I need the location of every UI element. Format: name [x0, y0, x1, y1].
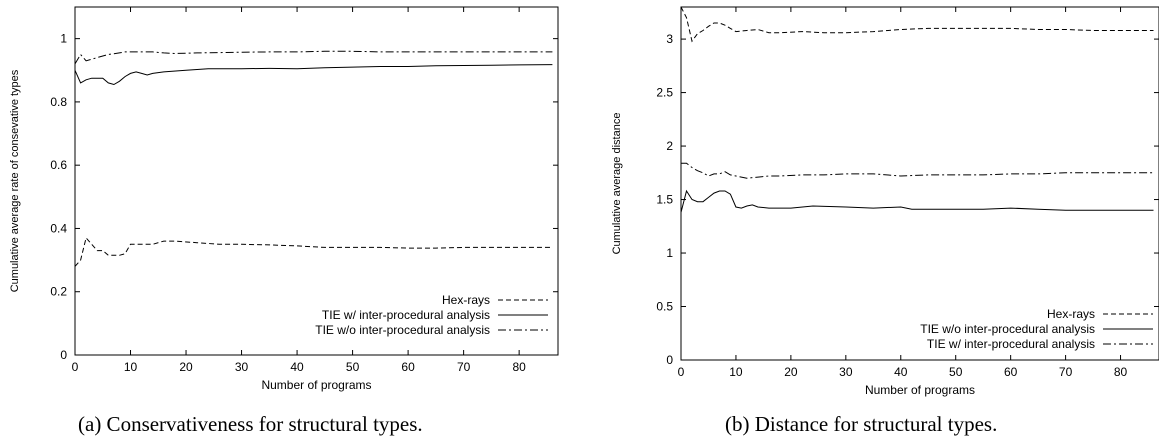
- x-tick-label: 10: [124, 360, 138, 374]
- y-axis-label: Cumulative average distance: [611, 113, 623, 255]
- legend-label-2: TIE w/o inter-procedural analysis: [315, 323, 490, 337]
- x-tick-label: 40: [894, 365, 908, 379]
- x-tick-label: 50: [949, 365, 963, 379]
- x-tick-label: 30: [235, 360, 249, 374]
- x-tick-label: 70: [1059, 365, 1073, 379]
- series-line-1: [681, 189, 1154, 213]
- x-tick-label: 70: [457, 360, 471, 374]
- series-line-1: [75, 64, 553, 86]
- series-line-2: [681, 162, 1154, 179]
- y-axis-label: Cumulative average rate of consevative t…: [9, 69, 21, 292]
- caption-chart-a: (a) Conservativeness for structural type…: [78, 412, 423, 436]
- x-tick-label: 10: [729, 365, 743, 379]
- caption-chart-b: (b) Distance for structural types.: [725, 412, 998, 436]
- y-tick-label: 0: [666, 353, 673, 367]
- x-tick-label: 30: [839, 365, 853, 379]
- plot-frame: [680, 6, 1159, 361]
- series-line-0: [681, 7, 1154, 43]
- x-axis-label: Number of programs: [865, 383, 975, 397]
- legend-label-1: TIE w/ inter-procedural analysis: [322, 308, 490, 322]
- x-tick-label: 20: [179, 360, 193, 374]
- y-tick-label: 2: [666, 139, 673, 153]
- x-tick-label: 0: [678, 365, 685, 379]
- y-tick-label: 1.5: [656, 193, 673, 207]
- x-tick-label: 20: [784, 365, 798, 379]
- y-tick-label: 0.4: [50, 221, 67, 235]
- x-tick-label: 60: [401, 360, 415, 374]
- legend-label-0: Hex-rays: [1047, 307, 1095, 321]
- x-axis-label: Number of programs: [261, 378, 371, 392]
- y-tick-label: 0.2: [50, 285, 67, 299]
- x-tick-label: 50: [346, 360, 360, 374]
- y-tick-label: 0: [60, 348, 67, 362]
- legend-label-1: TIE w/o inter-procedural analysis: [920, 322, 1095, 336]
- y-tick-label: 3: [666, 32, 673, 46]
- y-tick-label: 1: [60, 32, 67, 46]
- x-tick-label: 0: [72, 360, 79, 374]
- x-tick-label: 40: [290, 360, 304, 374]
- x-tick-label: 80: [512, 360, 526, 374]
- legend-label-0: Hex-rays: [442, 293, 490, 307]
- y-tick-label: 0.6: [50, 158, 67, 172]
- series-line-0: [75, 236, 553, 267]
- series-line-2: [75, 50, 553, 65]
- x-tick-label: 60: [1004, 365, 1018, 379]
- x-tick-label: 80: [1114, 365, 1128, 379]
- y-tick-label: 0.8: [50, 95, 67, 109]
- y-tick-label: 0.5: [656, 300, 673, 314]
- plot-frame: [74, 6, 559, 356]
- y-tick-label: 2.5: [656, 86, 673, 100]
- legend-label-2: TIE w/ inter-procedural analysis: [927, 337, 1095, 351]
- y-tick-label: 1: [666, 246, 673, 260]
